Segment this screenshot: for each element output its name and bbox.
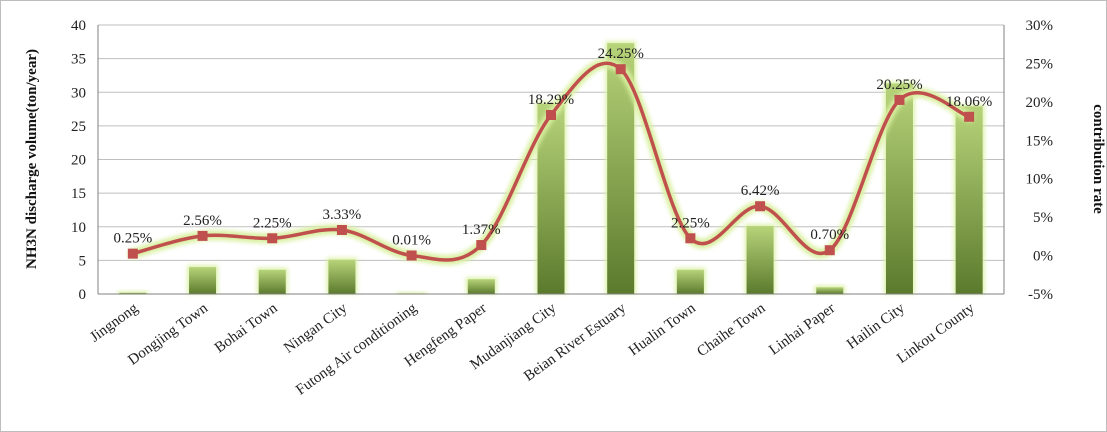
y-tick-label: 35 [71,52,86,68]
line-marker [197,230,208,241]
data-label: 24.25% [598,46,644,62]
y-tick-label: 0 [79,287,87,303]
x-tick-label: Ningan City [281,300,350,357]
line-series [127,58,975,265]
y2-tick-label: 20% [1026,95,1054,111]
bar-series [117,41,985,295]
y-tick-label: 20 [71,153,86,169]
line-path [131,61,971,262]
x-tick-label: Chaihe Town [694,300,768,360]
data-label: 0.70% [810,227,849,243]
x-tick-label: Jingnong [87,300,141,346]
data-label: 1.37% [462,222,501,238]
bar [258,269,286,294]
data-label: 20.25% [876,77,922,93]
y-tick-label: 30 [71,85,86,101]
x-tick-label: Hualin Town [626,300,699,359]
line-marker [615,64,626,75]
data-label: 2.25% [671,215,710,231]
y-tick-label: 5 [79,253,87,269]
data-label: 18.06% [946,94,992,110]
y-tick-label: 10 [71,220,86,236]
line-marker [546,109,556,120]
bar-glow [396,291,428,294]
line-marker [964,111,975,122]
bar [467,279,495,294]
data-label: 2.25% [253,215,292,231]
line-marker [267,233,278,244]
y2-tick-label: 15% [1026,133,1054,149]
line-marker [127,248,138,259]
y-tick-label: 25 [71,119,86,135]
x-tick-label: Linhai Paper [766,300,838,358]
data-label: 2.56% [183,213,222,229]
bar-glow [117,290,149,294]
bar [746,226,774,294]
data-labels: 0.25% 2.56% 2.25% 3.33% 0.01% 1.37% 18.29% 24.2… [113,46,992,248]
y2-tick-label: 0% [1033,249,1053,265]
x-tick-label: Bohai Town [212,300,281,356]
bar [189,267,217,294]
y-tick-label: 40 [71,18,86,34]
data-label: 6.42% [741,183,780,199]
x-tick-label: Futong Air conditioning [293,300,420,398]
bar [955,106,983,294]
y2-tick-label: 10% [1026,172,1054,188]
y2-tick-label: -5% [1028,287,1053,303]
y2-axis-title: contribution rate [1090,104,1106,214]
x-tick-label: Linkou County [894,300,978,367]
y-axis-title: NH3N discharge volume(ton/year) [24,49,40,269]
line-marker [755,201,766,212]
y-tick-label: 15 [71,186,86,202]
line-marker [476,240,487,251]
line-marker [406,250,417,261]
line-marker [685,233,696,244]
line-marker [824,245,835,256]
data-label: 3.33% [323,207,362,223]
bar [676,269,704,294]
y2-tick-label: 5% [1033,210,1053,226]
bar [328,259,356,294]
y2-tick-label: 25% [1026,56,1054,72]
bar [119,292,147,294]
line-marker [336,224,347,235]
y2-tick-label: 30% [1026,18,1054,34]
line-marker [894,94,905,105]
data-label: 0.25% [113,231,152,247]
bar [816,287,844,294]
data-label: 0.01% [392,232,431,248]
x-tick-label: Hailin City [844,300,908,353]
data-label: 18.29% [528,92,574,108]
